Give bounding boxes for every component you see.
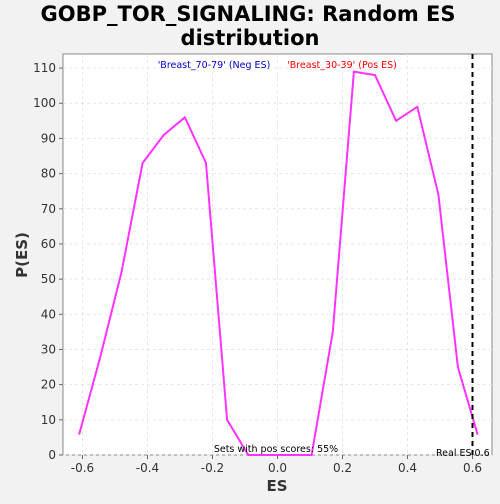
series-line — [78, 70, 479, 456]
data-point — [331, 330, 334, 333]
neg-es-legend: 'Breast_70-79' (Neg ES) — [158, 60, 271, 71]
x-tick-label: 0.4 — [398, 461, 417, 475]
data-point — [268, 454, 271, 456]
y-tick-label: 10 — [41, 413, 56, 427]
data-point — [416, 105, 419, 108]
data-point — [78, 432, 81, 435]
data-point — [99, 355, 102, 358]
x-tick-label: -0.2 — [201, 461, 224, 475]
y-tick-label: 60 — [41, 237, 56, 251]
data-point — [437, 193, 440, 196]
pos-es-legend: 'Breast_30-39' (Pos ES) — [287, 60, 397, 71]
y-tick-label: 70 — [41, 202, 56, 216]
x-tick-label: 0.2 — [333, 461, 352, 475]
data-point — [456, 366, 459, 369]
data-point — [476, 432, 479, 435]
y-tick-label: 100 — [33, 96, 56, 110]
data-point — [141, 162, 144, 165]
y-tick-label: 0 — [48, 448, 56, 462]
y-tick-label: 20 — [41, 378, 56, 392]
data-point — [205, 162, 207, 165]
data-point — [183, 116, 186, 119]
axes-layer: 0 10 20 30 40 50 60 70 80 90 100 110 -0.6 -0.4 -0.2 0.0… — [33, 61, 482, 475]
x-tick-label: -0.6 — [71, 461, 94, 475]
y-tick-label: 110 — [33, 61, 56, 75]
chart-title-line-1: GOBP_TOR_SIGNALING: Random ES — [41, 2, 456, 26]
data-point — [395, 119, 398, 122]
x-tick-label: 0.6 — [463, 461, 482, 475]
x-tick-label: -0.4 — [136, 461, 159, 475]
real-es-label: Real ES 0.6 — [436, 448, 490, 459]
y-tick-label: 80 — [41, 167, 56, 181]
y-axis-label: P(ES) — [13, 232, 31, 278]
data-point — [289, 454, 292, 456]
data-point — [352, 70, 355, 73]
x-tick-label: 0.0 — [268, 461, 287, 475]
data-point — [162, 133, 165, 136]
y-tick-label: 90 — [41, 131, 56, 145]
y-tick-label: 40 — [41, 307, 56, 321]
x-axis-label: ES — [266, 477, 287, 495]
y-tick-label: 30 — [41, 342, 56, 356]
y-tick-label: 50 — [41, 272, 56, 286]
series-layer — [78, 70, 479, 456]
data-point — [247, 454, 250, 456]
data-point — [226, 418, 229, 421]
data-point — [310, 454, 313, 456]
chart-title-line-2: distribution — [181, 26, 320, 50]
data-point — [120, 271, 123, 274]
data-point — [374, 74, 376, 77]
pos-scores-footer: Sets with pos scores: 55% — [214, 444, 338, 455]
